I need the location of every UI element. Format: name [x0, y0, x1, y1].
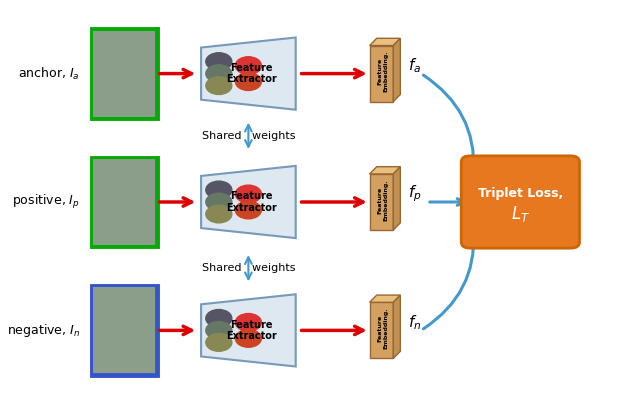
Text: $f_a$: $f_a$: [408, 56, 421, 75]
FancyBboxPatch shape: [369, 46, 393, 102]
FancyBboxPatch shape: [93, 31, 155, 116]
Text: Feature
Embedding.: Feature Embedding.: [377, 179, 388, 221]
Polygon shape: [393, 295, 401, 358]
Polygon shape: [201, 38, 296, 110]
FancyBboxPatch shape: [92, 29, 157, 118]
Polygon shape: [393, 38, 401, 102]
Polygon shape: [369, 295, 401, 302]
FancyBboxPatch shape: [461, 156, 579, 248]
FancyBboxPatch shape: [93, 288, 155, 373]
Polygon shape: [393, 167, 401, 230]
Polygon shape: [201, 166, 296, 238]
Circle shape: [206, 322, 232, 339]
Text: $f_n$: $f_n$: [408, 313, 421, 332]
Text: $\mathit{L}_T$: $\mathit{L}_T$: [511, 204, 530, 224]
Text: Shared   weights: Shared weights: [202, 263, 295, 273]
Circle shape: [236, 314, 261, 331]
Circle shape: [236, 185, 261, 203]
Text: positive, $\mathit{I}_p$: positive, $\mathit{I}_p$: [12, 193, 80, 211]
Text: negative, $\mathit{I}_n$: negative, $\mathit{I}_n$: [6, 322, 80, 339]
Circle shape: [206, 334, 232, 351]
Text: Triplet Loss,: Triplet Loss,: [477, 187, 563, 200]
FancyBboxPatch shape: [369, 302, 393, 358]
Circle shape: [206, 65, 232, 82]
Circle shape: [206, 205, 232, 223]
Circle shape: [206, 77, 232, 95]
Circle shape: [206, 53, 232, 70]
Text: Feature
Embedding.: Feature Embedding.: [377, 307, 388, 349]
Text: anchor, $\mathit{I}_a$: anchor, $\mathit{I}_a$: [19, 65, 80, 82]
Circle shape: [206, 193, 232, 211]
Polygon shape: [369, 38, 401, 46]
FancyBboxPatch shape: [369, 174, 393, 230]
Text: Feature
Extractor: Feature Extractor: [226, 63, 276, 84]
Circle shape: [236, 201, 261, 219]
Text: Shared   weights: Shared weights: [202, 131, 295, 141]
Circle shape: [236, 57, 261, 74]
FancyBboxPatch shape: [92, 158, 157, 246]
Circle shape: [206, 309, 232, 327]
Text: $f_p$: $f_p$: [408, 184, 422, 204]
Polygon shape: [369, 167, 401, 174]
Polygon shape: [201, 294, 296, 366]
FancyBboxPatch shape: [92, 286, 157, 375]
Text: Feature
Embedding.: Feature Embedding.: [377, 51, 388, 93]
Text: Feature
Extractor: Feature Extractor: [226, 191, 276, 213]
Circle shape: [236, 330, 261, 347]
Circle shape: [236, 73, 261, 90]
Circle shape: [206, 181, 232, 199]
FancyBboxPatch shape: [93, 159, 155, 245]
Text: Feature
Extractor: Feature Extractor: [226, 320, 276, 341]
